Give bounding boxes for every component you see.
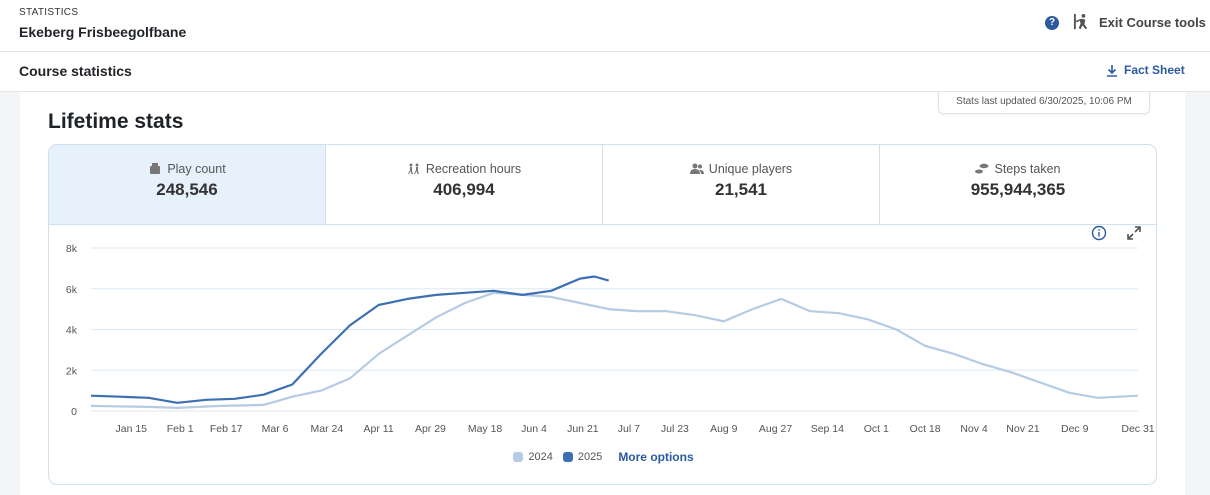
person-exit-icon	[1073, 13, 1088, 30]
more-options-link[interactable]: More options	[618, 450, 694, 464]
footsteps-icon	[975, 163, 989, 174]
fact-sheet-label: Fact Sheet	[1124, 63, 1185, 77]
legend-label: 2024	[528, 451, 553, 463]
expand-icon[interactable]	[1126, 225, 1142, 241]
x-tick-label: May 18	[468, 423, 503, 435]
chart-svg: 0 2k 4k 6k 8k Jan 15 Feb 1 Feb 17 Mar 6 Mar 24 Apr…	[66, 243, 1155, 435]
x-tick-label: Nov 4	[960, 423, 988, 435]
chart-legend: 2024 2025 More options	[49, 450, 1156, 464]
tile-label: Recreation hours	[425, 162, 522, 176]
fact-sheet-button[interactable]: Fact Sheet	[1106, 63, 1185, 77]
y-tick-label: 8k	[66, 243, 78, 255]
sub-header: Course statistics Fact Sheet	[0, 52, 1210, 92]
play-count-chart: 0 2k 4k 6k 8k Jan 15 Feb 1 Feb 17 Mar 6 Mar 24 Apr…	[49, 225, 1156, 484]
tile-value: 21,541	[715, 180, 767, 199]
stats-card: Play count 248,546 Recreation hours 406,…	[48, 144, 1157, 485]
x-tick-label: Mar 6	[262, 423, 289, 435]
course-name: Ekeberg Frisbeegolfbane	[19, 24, 187, 40]
tile-play-count[interactable]: Play count 248,546	[49, 145, 326, 224]
tile-steps-taken[interactable]: Steps taken 955,944,365	[880, 145, 1156, 224]
legend-item-2024[interactable]: 2024	[513, 451, 553, 463]
x-tick-label: Apr 11	[364, 423, 394, 435]
x-tick-label: Dec 9	[1061, 423, 1089, 435]
page-title: Course statistics	[19, 63, 132, 79]
users-icon	[689, 163, 704, 174]
lifetime-stats-title: Lifetime stats	[48, 110, 184, 133]
tee-icon	[150, 163, 161, 174]
series-line-2024	[90, 291, 1139, 409]
x-tick-label: Feb 17	[210, 423, 243, 435]
help-icon[interactable]: ?	[1045, 16, 1059, 30]
x-tick-label: Sep 14	[811, 423, 844, 435]
tile-value: 406,994	[433, 180, 495, 199]
legend-swatch	[562, 452, 573, 462]
legend-label: 2025	[577, 451, 603, 463]
legend-swatch	[513, 452, 524, 462]
tile-value: 248,546	[156, 180, 218, 199]
y-tick-label: 4k	[66, 325, 78, 337]
series-line-2025	[90, 275, 610, 404]
tile-label: Play count	[167, 162, 226, 176]
x-tick-label: Jun 21	[567, 423, 599, 435]
tile-label: Unique players	[708, 162, 793, 176]
people-hiking-icon	[407, 163, 419, 174]
x-tick-label: Jul 23	[661, 423, 689, 435]
y-tick-label: 0	[71, 406, 77, 418]
exit-label: Exit Course tools	[1099, 15, 1206, 30]
exit-course-tools-button[interactable]: Exit Course tools	[1073, 13, 1206, 32]
tile-label: Steps taken	[994, 162, 1061, 176]
stats-panel: Stats last updated 6/30/2025, 10:06 PM L…	[20, 92, 1185, 495]
x-tick-label: Oct 1	[864, 423, 889, 435]
tile-unique-players[interactable]: Unique players 21,541	[603, 145, 880, 224]
x-tick-label: Jul 7	[618, 423, 640, 435]
x-tick-label: Mar 24	[311, 423, 344, 435]
tile-recreation-hours[interactable]: Recreation hours 406,994	[326, 145, 603, 224]
y-tick-label: 6k	[66, 284, 78, 296]
x-tick-label: Jun 4	[521, 423, 547, 435]
x-tick-label: Nov 21	[1006, 423, 1039, 435]
download-icon	[1107, 64, 1117, 77]
legend-item-2025[interactable]: 2025	[562, 451, 603, 463]
x-tick-label: Feb 1	[167, 423, 194, 435]
x-tick-label: Dec 31	[1121, 423, 1154, 435]
x-tick-label: Apr 29	[415, 423, 446, 435]
x-tick-label: Aug 27	[759, 423, 792, 435]
stat-tiles: Play count 248,546 Recreation hours 406,…	[49, 145, 1156, 225]
y-tick-label: 2k	[66, 365, 78, 377]
top-bar: STATISTICS Ekeberg Frisbeegolfbane ? Exi…	[0, 0, 1210, 52]
tile-value: 955,944,365	[970, 180, 1066, 199]
x-tick-label: Aug 9	[710, 423, 738, 435]
x-tick-label: Jan 15	[116, 423, 148, 435]
info-icon[interactable]	[1091, 225, 1107, 241]
stats-updated-badge: Stats last updated 6/30/2025, 10:06 PM	[938, 92, 1150, 114]
section-eyebrow: STATISTICS	[19, 7, 79, 18]
x-tick-label: Oct 18	[910, 423, 941, 435]
